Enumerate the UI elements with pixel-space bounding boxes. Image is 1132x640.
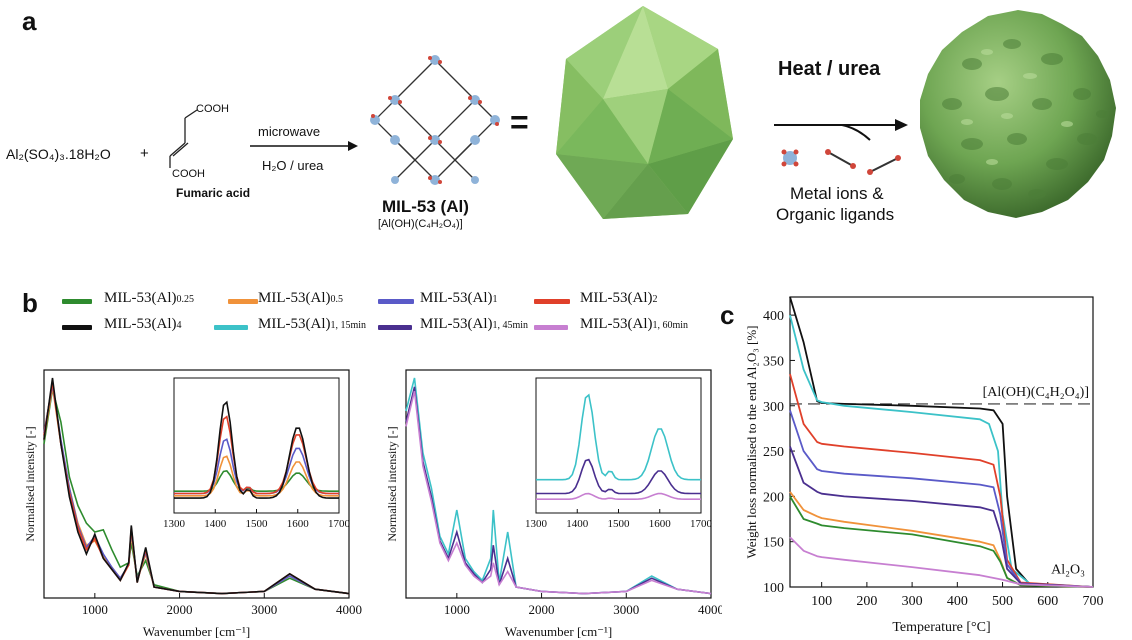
released-fragments bbox=[781, 149, 901, 175]
fumaric-acid-structure bbox=[169, 109, 198, 168]
y-axis-label: Weight loss normalised to the end Al₂O₃ … bbox=[744, 326, 759, 559]
legend-label-15min: MIL-53(Al)1, 15min bbox=[258, 316, 367, 332]
tga-curve bbox=[789, 314, 1094, 588]
legend-label-0.5: MIL-53(Al)0.5 bbox=[258, 290, 343, 306]
fumaric-acid-label: Fumaric acid bbox=[176, 186, 251, 200]
y-tick-label: 300 bbox=[763, 400, 784, 415]
legend-label-4: MIL-53(Al)4 bbox=[104, 316, 182, 332]
annotation-al2o3: Al₂O₃ bbox=[1051, 562, 1085, 577]
x-tick-label: 1000 bbox=[444, 602, 470, 617]
x-tick-label: 2000 bbox=[167, 602, 193, 617]
spectrum-line bbox=[43, 377, 350, 595]
tga-curve bbox=[789, 410, 1094, 588]
mof-lattice-structure bbox=[370, 55, 500, 185]
x-tick-label: 2000 bbox=[529, 602, 555, 617]
x-axis-label: Wavenumber [cm⁻¹] bbox=[143, 624, 251, 639]
tga-curve bbox=[789, 373, 1094, 588]
legend-swatch-15min bbox=[214, 325, 248, 330]
inset-spectrum-line bbox=[174, 455, 339, 497]
plot-frame bbox=[789, 296, 1094, 588]
ftir-chart-right: 1000 2000 3000 4000 Wavenumber [cm⁻¹] Normali… bbox=[385, 369, 722, 639]
x-axis-label: Wavenumber [cm⁻¹] bbox=[505, 624, 613, 639]
release-label-line-2: Organic ligands bbox=[776, 205, 895, 224]
inset-x-tick-label: 1600 bbox=[287, 518, 310, 530]
plot-frame bbox=[405, 369, 712, 599]
x-tick-label: 3000 bbox=[251, 602, 277, 617]
plus-sign: + bbox=[140, 145, 149, 162]
fumaric-top-group: COOH bbox=[196, 103, 229, 115]
fumaric-bottom-group: COOH bbox=[172, 168, 205, 180]
inset-x-tick-label: 1600 bbox=[649, 518, 672, 530]
y-tick-label: 200 bbox=[763, 490, 784, 505]
y-tick-label: 350 bbox=[763, 354, 784, 369]
legend-swatch-2 bbox=[534, 299, 570, 304]
mof-product-formula: [Al(OH)(C₄H₂O₄)] bbox=[378, 218, 463, 230]
tga-curve bbox=[789, 446, 1094, 588]
x-tick-label: 400 bbox=[947, 594, 968, 609]
heat-urea-label: Heat / urea bbox=[778, 58, 881, 80]
legend-swatch-1 bbox=[378, 299, 414, 304]
x-tick-label: 100 bbox=[811, 594, 832, 609]
legend-label-2: MIL-53(Al)2 bbox=[580, 290, 658, 306]
inset-x-tick-label: 1300 bbox=[525, 518, 548, 530]
tga-curve bbox=[789, 536, 1094, 588]
inset-spectrum-line bbox=[536, 458, 701, 495]
legend-swatch-0.25 bbox=[62, 299, 92, 304]
legend-swatch-4 bbox=[62, 325, 92, 330]
inset-x-tick-label: 1500 bbox=[608, 518, 631, 530]
x-tick-label: 3000 bbox=[613, 602, 639, 617]
x-tick-label: 200 bbox=[856, 594, 877, 609]
y-tick-label: 150 bbox=[763, 536, 784, 551]
plot-frame bbox=[43, 369, 350, 599]
x-tick-label: 700 bbox=[1083, 594, 1104, 609]
x-tick-label: 600 bbox=[1037, 594, 1058, 609]
x-tick-label: 4000 bbox=[336, 602, 362, 617]
legend-label-0.25: MIL-53(Al)0.25 bbox=[104, 290, 194, 306]
inset-x-tick-label: 1700 bbox=[328, 518, 351, 530]
mof-product-name: MIL-53 (Al) bbox=[382, 197, 469, 216]
arrow-bottom-label: H₂O / urea bbox=[262, 158, 324, 173]
y-tick-label: 400 bbox=[763, 309, 784, 324]
panel-c-letter: c bbox=[720, 300, 735, 330]
inset-x-tick-label: 1700 bbox=[690, 518, 713, 530]
release-label-line-1: Metal ions & bbox=[790, 184, 884, 203]
panel-a-letter: a bbox=[22, 6, 37, 36]
inset-x-tick-label: 1300 bbox=[163, 518, 186, 530]
legend-swatch-60min bbox=[534, 325, 568, 330]
arrow-top-label: microwave bbox=[258, 124, 321, 139]
inset-x-tick-label: 1400 bbox=[204, 518, 227, 530]
y-tick-label: 250 bbox=[763, 445, 784, 460]
inset-x-tick-label: 1400 bbox=[566, 518, 589, 530]
tga-curve bbox=[789, 495, 1094, 588]
y-axis-label: Normalised intensity [-] bbox=[23, 426, 37, 541]
ftir-chart-left: 1000 2000 3000 4000 Wavenumber [cm⁻¹] Normali… bbox=[23, 369, 362, 639]
crystal-icosahedron bbox=[556, 6, 733, 219]
x-tick-label: 4000 bbox=[698, 602, 722, 617]
equals-sign: = bbox=[510, 104, 529, 140]
legend-label-1: MIL-53(Al)1 bbox=[420, 290, 498, 306]
annotation-formula: [Al(OH)(C₄H₂O₄)] bbox=[983, 385, 1089, 400]
inset-spectrum-line bbox=[536, 492, 701, 500]
inset-spectrum-line bbox=[536, 393, 701, 481]
legend-swatch-45min bbox=[378, 325, 412, 330]
y-axis-label: Normalised intensity [-] bbox=[385, 426, 399, 541]
spectrum-line bbox=[405, 391, 712, 595]
tga-chart: 100 200 300 400 500 600 700 100 150 200 250 300 350 4… bbox=[744, 296, 1104, 635]
x-tick-label: 500 bbox=[992, 594, 1013, 609]
legend-swatch-0.5 bbox=[228, 299, 258, 304]
reactant-aluminium-sulfate: Al₂(SO₄)₃.18H₂O bbox=[6, 146, 111, 162]
reaction-arrow bbox=[250, 141, 358, 151]
tga-curve bbox=[789, 296, 1094, 588]
legend-label-45min: MIL-53(Al)1, 45min bbox=[420, 316, 529, 332]
x-tick-label: 1000 bbox=[82, 602, 108, 617]
degradation-arrow bbox=[774, 119, 908, 141]
y-tick-label: 100 bbox=[763, 581, 784, 596]
legend-label-60min: MIL-53(Al)1, 60min bbox=[580, 316, 689, 332]
degraded-particle bbox=[920, 10, 1116, 218]
panel-b-letter: b bbox=[22, 288, 38, 318]
x-axis-label: Temperature [°C] bbox=[892, 620, 990, 635]
inset-x-tick-label: 1500 bbox=[246, 518, 269, 530]
inset-spectrum-line bbox=[174, 400, 339, 499]
x-tick-label: 300 bbox=[902, 594, 923, 609]
